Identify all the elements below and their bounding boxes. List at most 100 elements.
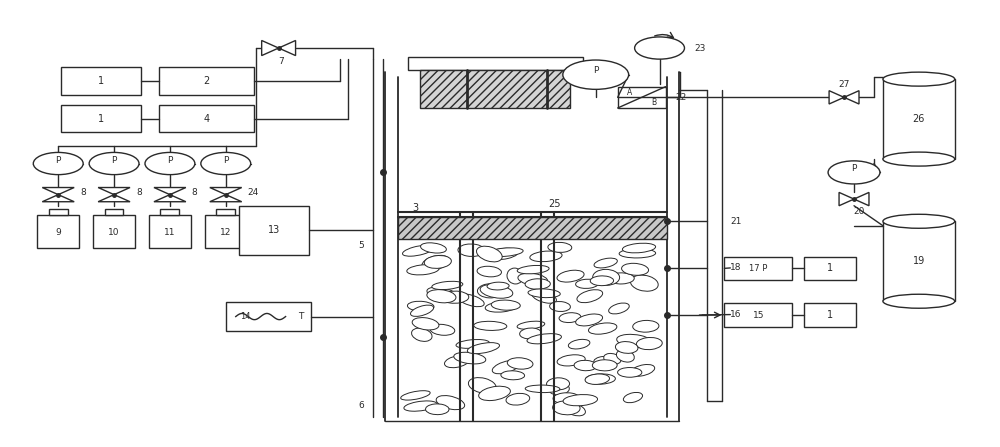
Ellipse shape xyxy=(436,396,465,410)
Ellipse shape xyxy=(592,360,617,371)
Circle shape xyxy=(145,152,195,175)
Ellipse shape xyxy=(525,279,550,289)
Ellipse shape xyxy=(615,342,638,353)
Polygon shape xyxy=(210,188,242,194)
Circle shape xyxy=(563,60,629,89)
Text: 1: 1 xyxy=(827,310,833,320)
Text: 16: 16 xyxy=(730,310,742,319)
Ellipse shape xyxy=(407,265,439,275)
Text: 5: 5 xyxy=(359,241,364,250)
Ellipse shape xyxy=(883,152,955,166)
Ellipse shape xyxy=(474,321,507,330)
Ellipse shape xyxy=(412,328,432,342)
Text: 17 P: 17 P xyxy=(749,264,767,273)
Text: 1: 1 xyxy=(98,114,104,124)
Text: 26: 26 xyxy=(913,114,925,124)
Circle shape xyxy=(89,152,139,175)
Ellipse shape xyxy=(559,313,581,323)
Bar xyxy=(205,215,247,249)
Bar xyxy=(159,67,254,95)
Text: 27: 27 xyxy=(838,80,850,89)
Ellipse shape xyxy=(520,328,541,339)
Ellipse shape xyxy=(564,403,585,416)
Ellipse shape xyxy=(491,300,520,310)
Ellipse shape xyxy=(479,386,510,401)
Text: 11: 11 xyxy=(164,228,176,237)
Ellipse shape xyxy=(477,246,502,262)
Ellipse shape xyxy=(576,279,598,288)
Text: 2: 2 xyxy=(203,76,209,86)
Ellipse shape xyxy=(616,350,634,362)
Ellipse shape xyxy=(633,320,659,332)
Ellipse shape xyxy=(590,276,614,286)
Text: 19: 19 xyxy=(913,256,925,266)
Bar xyxy=(618,87,666,108)
Polygon shape xyxy=(279,41,296,55)
Text: 1: 1 xyxy=(98,76,104,86)
Text: P: P xyxy=(111,156,117,164)
Ellipse shape xyxy=(557,355,585,366)
Text: 6: 6 xyxy=(359,401,364,410)
Circle shape xyxy=(635,37,684,59)
Bar xyxy=(398,217,667,239)
Ellipse shape xyxy=(585,374,615,384)
Ellipse shape xyxy=(553,393,580,404)
Ellipse shape xyxy=(407,301,434,311)
Bar xyxy=(724,304,792,327)
Ellipse shape xyxy=(568,339,590,349)
Ellipse shape xyxy=(411,305,434,316)
Ellipse shape xyxy=(454,352,486,364)
Polygon shape xyxy=(98,188,130,194)
Ellipse shape xyxy=(588,323,617,334)
Text: 14: 14 xyxy=(240,312,250,321)
Bar xyxy=(93,215,135,249)
Text: 12: 12 xyxy=(220,228,231,237)
Ellipse shape xyxy=(630,275,658,291)
Ellipse shape xyxy=(549,383,569,395)
Ellipse shape xyxy=(487,248,518,260)
Ellipse shape xyxy=(577,290,603,303)
Ellipse shape xyxy=(617,334,652,348)
Polygon shape xyxy=(262,41,279,55)
Ellipse shape xyxy=(487,282,509,290)
Ellipse shape xyxy=(563,395,598,406)
Text: 25: 25 xyxy=(549,198,561,208)
Text: 24: 24 xyxy=(248,188,259,197)
Ellipse shape xyxy=(422,255,449,270)
Bar xyxy=(49,209,68,215)
Ellipse shape xyxy=(557,270,584,282)
Polygon shape xyxy=(839,192,854,206)
Ellipse shape xyxy=(426,404,449,415)
Ellipse shape xyxy=(548,242,572,253)
Ellipse shape xyxy=(421,243,446,253)
Text: 7: 7 xyxy=(278,57,283,66)
Ellipse shape xyxy=(467,342,500,354)
Ellipse shape xyxy=(608,273,634,284)
Ellipse shape xyxy=(485,302,517,312)
Ellipse shape xyxy=(456,340,489,348)
Ellipse shape xyxy=(444,355,469,368)
Ellipse shape xyxy=(532,291,556,303)
Circle shape xyxy=(828,161,880,184)
Ellipse shape xyxy=(477,266,501,277)
Text: T: T xyxy=(298,312,303,321)
Ellipse shape xyxy=(518,273,548,286)
Ellipse shape xyxy=(458,294,484,307)
Ellipse shape xyxy=(427,287,457,300)
Ellipse shape xyxy=(619,249,656,258)
Bar xyxy=(408,57,583,70)
Text: 22: 22 xyxy=(676,93,687,102)
Bar xyxy=(226,302,311,331)
Text: 8: 8 xyxy=(80,188,86,197)
Ellipse shape xyxy=(631,364,655,376)
Ellipse shape xyxy=(401,391,430,400)
Text: 1: 1 xyxy=(827,263,833,274)
Polygon shape xyxy=(844,91,859,104)
Ellipse shape xyxy=(404,401,437,411)
Bar xyxy=(160,209,179,215)
Bar xyxy=(239,206,309,255)
Text: P: P xyxy=(56,156,61,164)
Text: 13: 13 xyxy=(268,225,280,235)
Ellipse shape xyxy=(477,283,504,298)
Text: P: P xyxy=(223,156,228,164)
